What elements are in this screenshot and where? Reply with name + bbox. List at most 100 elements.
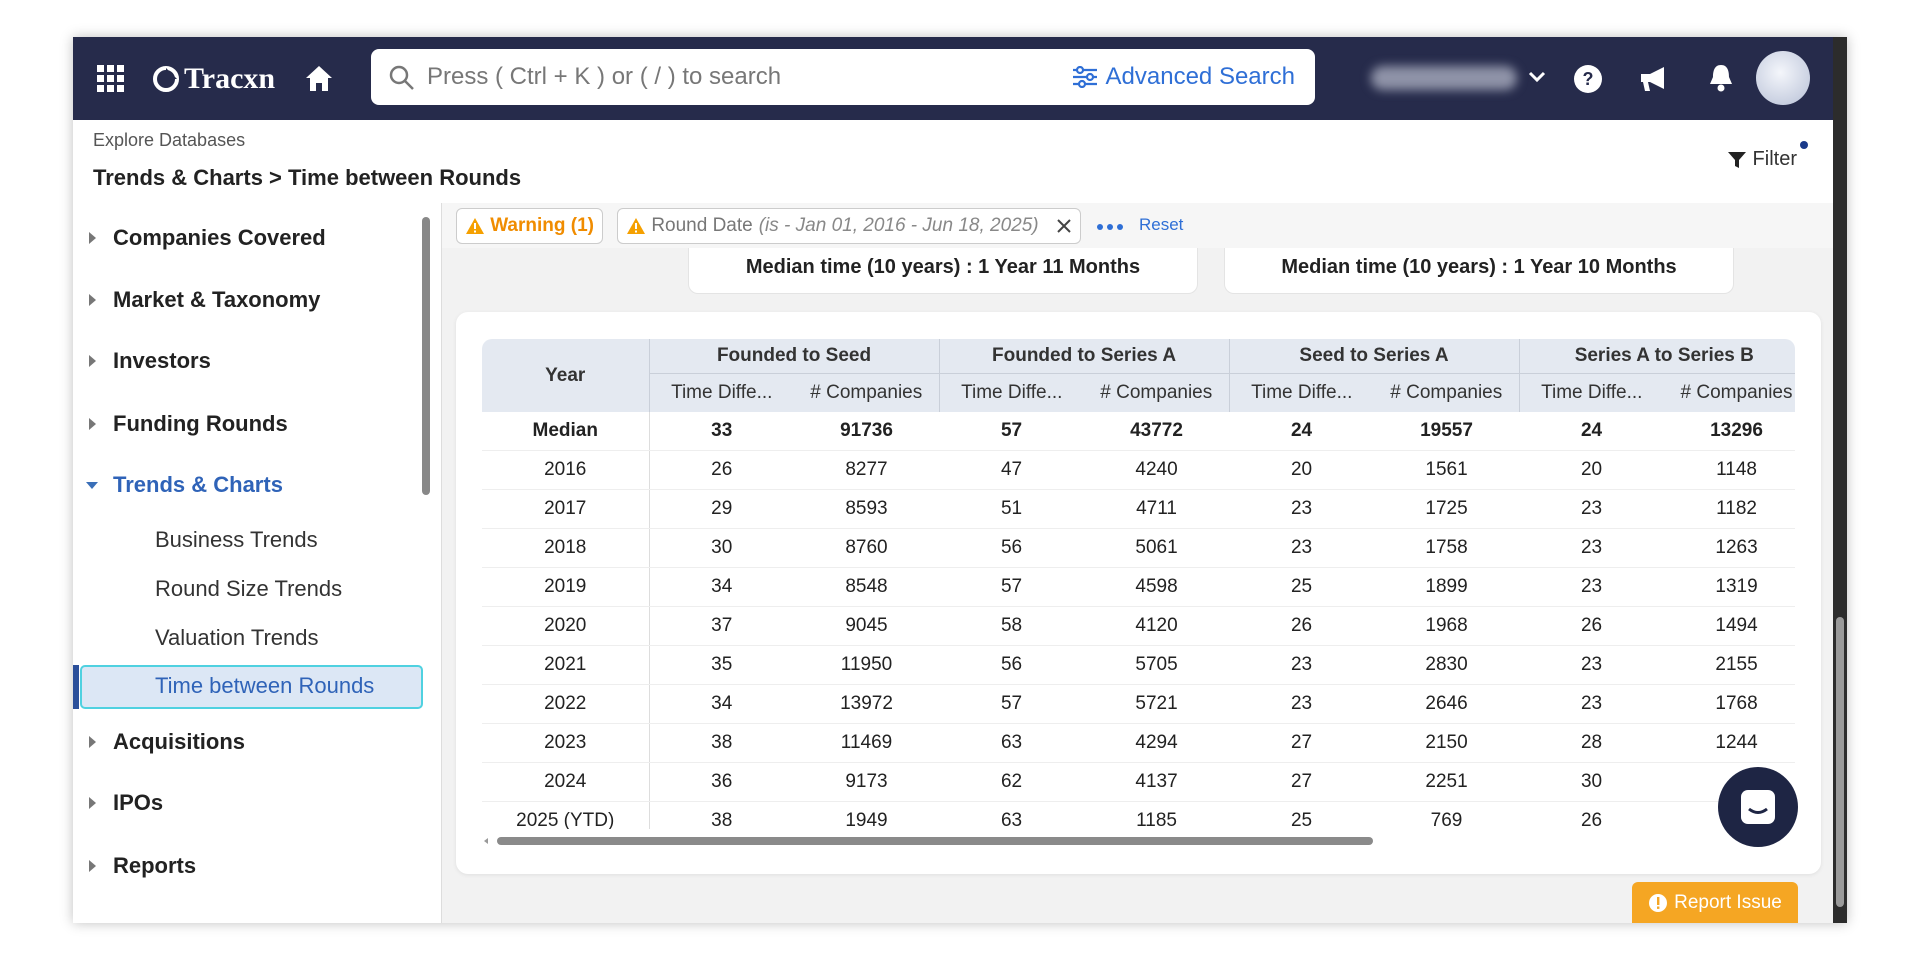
chat-button[interactable] [1718, 767, 1798, 847]
search-icon [389, 65, 414, 90]
breadcrumb-parent[interactable]: Explore Databases [93, 130, 246, 150]
value-cell: 4240 [1084, 450, 1230, 490]
remove-chip-icon[interactable] [1055, 217, 1072, 235]
horizontal-scrollbar[interactable] [482, 836, 1795, 846]
report-issue-button[interactable]: Report Issue [1632, 882, 1798, 923]
column-header: # Companies [1084, 373, 1230, 412]
sidebar-item[interactable]: Reports [89, 853, 196, 879]
value-cell: 23 [1519, 645, 1665, 685]
filter-button[interactable]: Filter [1727, 141, 1808, 171]
subheader-row: Time Diffe... # Companies Time Diffe... # C… [482, 373, 1795, 412]
sidebar-item[interactable]: Market & Taxonomy [89, 287, 320, 313]
value-cell: 58 [939, 606, 1085, 646]
value-cell: 23 [1519, 684, 1665, 724]
table-viewport: Year Founded to Seed Founded to Series A Se… [482, 339, 1795, 829]
value-cell: 769 [1374, 801, 1520, 829]
sidebar-subitem[interactable]: Round Size Trends [155, 576, 342, 602]
sidebar-label: IPOs [113, 790, 164, 815]
main-content: Median time (10 years) : 1 Year 11 Month… [442, 203, 1833, 923]
value-cell: 20 [1229, 450, 1375, 490]
group-header: Founded to Seed [648, 339, 940, 374]
selected-bar [73, 665, 79, 709]
table-row: 2018 30 8760 56 5061 23 1758 23 1263 [482, 528, 1795, 568]
announcements-icon[interactable] [1638, 64, 1670, 94]
value-cell: 5721 [1084, 684, 1230, 724]
sidebar-item[interactable]: IPOs [89, 790, 164, 816]
help-icon[interactable]: ? [1573, 64, 1603, 94]
sliders-icon [1072, 66, 1097, 88]
value-cell: 1561 [1374, 450, 1520, 490]
home-icon[interactable] [304, 64, 334, 92]
sidebar-item[interactable]: Acquisitions [89, 729, 245, 755]
table-row: 2022 34 13972 57 5721 23 2646 23 1768 [482, 684, 1795, 724]
round-date-chip[interactable]: Round Date (is - Jan 01, 2016 - Jun 18, … [617, 208, 1081, 244]
value-cell: 1148 [1664, 450, 1795, 490]
value-cell: 8760 [794, 528, 940, 568]
sidebar-item[interactable]: Funding Rounds [89, 411, 288, 437]
time-between-rounds-table: Year Founded to Seed Founded to Series A Se… [482, 339, 1795, 829]
value-cell: 4120 [1084, 606, 1230, 646]
median-card: Median time (10 years) : 1 Year 11 Month… [688, 247, 1198, 294]
value-cell: 56 [939, 645, 1085, 685]
column-header: Time Diffe... [648, 373, 794, 412]
value-cell: 1185 [1084, 801, 1230, 829]
search-box[interactable]: Press ( Ctrl + K ) or ( / ) to search Ad… [371, 49, 1315, 105]
account-selector-blurred[interactable] [1371, 66, 1517, 90]
table-row: 2021 35 11950 56 5705 23 2830 23 2155 [482, 645, 1795, 685]
value-cell: 25 [1229, 801, 1375, 829]
value-cell: 57 [939, 567, 1085, 607]
value-cell: 13296 [1664, 412, 1795, 451]
expand-arrow [86, 482, 98, 489]
year-header: Year [482, 339, 650, 412]
year-cell: 2025 (YTD) [482, 801, 650, 829]
window-scroll-thumb[interactable] [1836, 617, 1844, 907]
sidebar-item[interactable]: Investors [89, 348, 211, 374]
window-scrollbar[interactable] [1833, 37, 1847, 923]
value-cell: 5705 [1084, 645, 1230, 685]
value-cell: 56 [939, 528, 1085, 568]
sidebar-label: Companies Covered [113, 225, 326, 250]
value-cell: 20 [1519, 450, 1665, 490]
user-avatar[interactable] [1756, 51, 1810, 105]
advanced-search[interactable]: Advanced Search [1072, 49, 1295, 105]
value-cell: 26 [1519, 606, 1665, 646]
sidebar-label: Investors [113, 348, 211, 373]
value-cell: 30 [1519, 762, 1665, 802]
warning-chip[interactable]: Warning (1) [456, 208, 603, 244]
sidebar-subitem[interactable]: Business Trends [155, 527, 318, 553]
sidebar-item[interactable]: Trends & Charts [86, 472, 283, 498]
year-cell: 2023 [482, 723, 650, 763]
value-cell: 57 [939, 412, 1085, 451]
value-cell: 28 [1519, 723, 1665, 763]
reset-link[interactable]: Reset [1139, 215, 1184, 234]
apps-icon[interactable] [97, 65, 125, 93]
value-cell: 51 [939, 489, 1085, 529]
value-cell: 38 [649, 801, 794, 829]
value-cell: 38 [649, 723, 794, 763]
sidebar-subitem[interactable]: Valuation Trends [155, 625, 318, 651]
table-row: 2016 26 8277 47 4240 20 1561 20 1148 [482, 450, 1795, 490]
value-cell: 34 [649, 567, 794, 607]
table-card: Year Founded to Seed Founded to Series A Se… [456, 312, 1821, 874]
year-cell: 2018 [482, 528, 650, 568]
sidebar-label: Valuation Trends [155, 625, 319, 650]
value-cell: 29 [649, 489, 794, 529]
value-cell: 8548 [794, 567, 940, 607]
sidebar-item[interactable]: Companies Covered [89, 225, 326, 251]
notifications-icon[interactable] [1706, 62, 1736, 94]
chevron-icon[interactable] [1528, 69, 1546, 85]
logo[interactable]: Tracxn [152, 37, 275, 120]
value-cell: 57 [939, 684, 1085, 724]
app-window: Tracxn Press ( Ctrl + K ) or ( / ) to se… [73, 37, 1847, 923]
advanced-search-label: Advanced Search [1105, 63, 1295, 90]
table-row: Median 33 91736 57 43772 24 19557 24 13296 [482, 412, 1795, 451]
sidebar-label: Trends & Charts [113, 472, 283, 497]
value-cell: 23 [1229, 684, 1375, 724]
more-icon[interactable] [1096, 223, 1124, 231]
value-cell: 1263 [1664, 528, 1795, 568]
median-card: Median time (10 years) : 1 Year 10 Month… [1224, 247, 1734, 294]
sidebar-scrollbar[interactable] [422, 217, 430, 495]
breadcrumb-bar: Explore Databases Trends & Charts > Time… [73, 120, 1847, 204]
sidebar-subitem[interactable]: Time between Rounds [155, 673, 374, 699]
value-cell: 1899 [1374, 567, 1520, 607]
